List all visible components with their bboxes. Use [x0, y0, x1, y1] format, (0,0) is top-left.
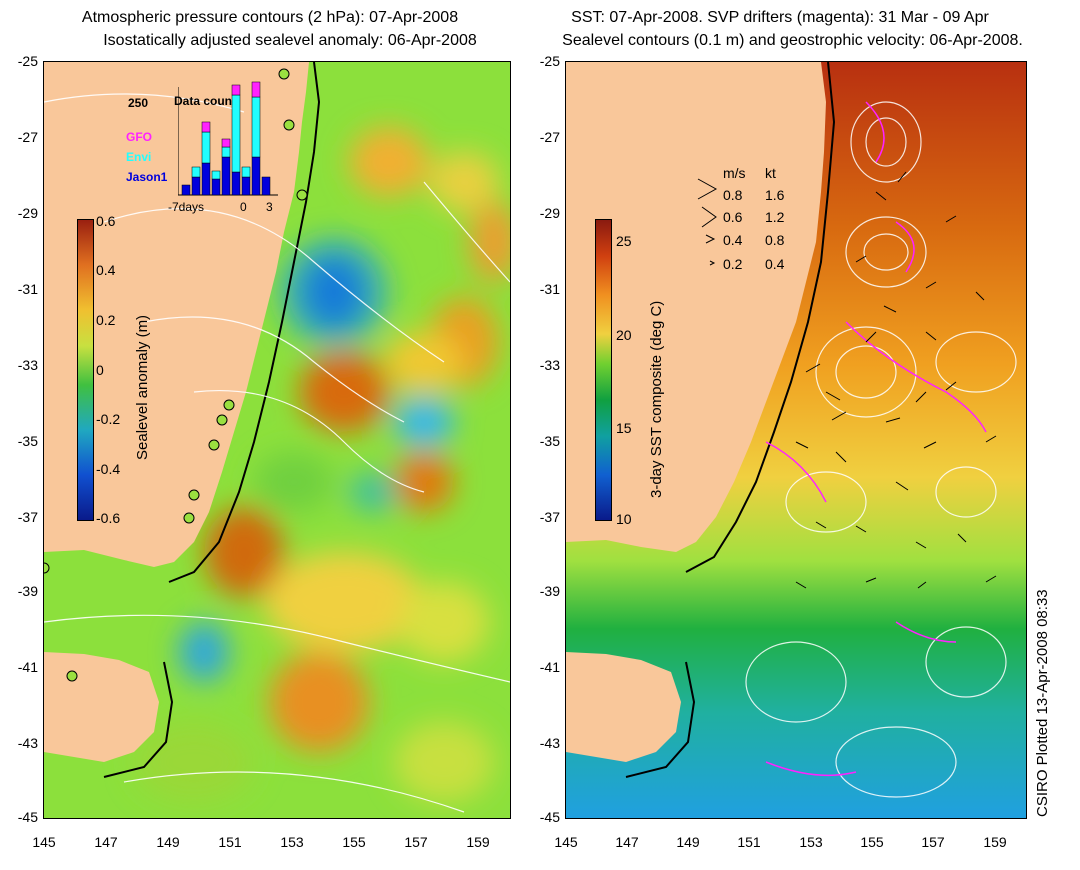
inset-legend-gfo: GFO [126, 130, 152, 144]
lat-label: -35 [17, 433, 38, 449]
lon-label: 155 [342, 834, 366, 850]
inset-ymax-label: 250 [128, 96, 149, 110]
velocity-legend-ms: 0.6 [723, 209, 743, 225]
sst-colorbar [595, 219, 612, 521]
lon-label: 155 [860, 834, 884, 850]
sst-map [566, 62, 1026, 818]
left-colorbar-title: Sealevel anomaly (m) [134, 314, 151, 460]
lat-label: -43 [17, 735, 38, 751]
velocity-legend-ms: 0.4 [723, 232, 743, 248]
right-cb-label: 20 [616, 327, 632, 343]
lat-label: -39 [17, 583, 38, 599]
lon-label: 145 [554, 834, 578, 850]
right-colorbar-title: 3-day SST composite (deg C) [648, 300, 665, 498]
velocity-legend-kt: 0.8 [765, 232, 785, 248]
right-title-line1: SST: 07-Apr-2008. SVP drifters (magenta)… [571, 9, 989, 26]
right-cb-label: 10 [616, 511, 632, 527]
lat-label: -33 [539, 357, 560, 373]
left-title-line1: Atmospheric pressure contours (2 hPa): 0… [81, 9, 459, 26]
lon-label: 157 [404, 834, 428, 850]
lon-label: 149 [156, 834, 180, 850]
lon-label: 157 [921, 834, 945, 850]
left-map-panel: 250 Data count GFO Envi Jason1 -7days 0 … [43, 61, 511, 819]
inset-legend-jason1: Jason1 [126, 170, 168, 184]
lon-label: 159 [466, 834, 490, 850]
left-cb-label: 0.4 [96, 262, 116, 278]
velocity-legend-ms: 0.2 [723, 256, 743, 272]
lat-label: -33 [17, 357, 38, 373]
right-cb-label: 25 [616, 233, 632, 249]
lon-label: 159 [983, 834, 1007, 850]
inset-legend-envi: Envi [126, 150, 152, 164]
lat-label: -25 [17, 53, 38, 69]
lon-label: 149 [676, 834, 700, 850]
sealevel-anomaly-map [44, 62, 510, 818]
velocity-legend-header-kt: kt [765, 165, 776, 181]
lat-label: -41 [539, 659, 560, 675]
lon-label: 147 [615, 834, 639, 850]
lat-label: -35 [539, 433, 560, 449]
mainland-australia [566, 62, 826, 552]
inset-title: Data count [174, 94, 237, 108]
lat-label: -45 [539, 809, 560, 825]
lat-label: -29 [539, 205, 560, 221]
velocity-legend-ms: 0.8 [723, 187, 743, 203]
left-title-line2: Isostatically adjusted sealevel anomaly:… [103, 32, 477, 49]
lat-label: -45 [17, 809, 38, 825]
lat-label: -29 [17, 205, 38, 221]
lat-label: -41 [17, 659, 38, 675]
inset-xlabel-start: -7days [168, 200, 205, 214]
left-cb-label: -0.2 [96, 411, 121, 427]
left-cb-label: -0.4 [96, 461, 121, 477]
lon-label: 151 [737, 834, 761, 850]
lat-label: -43 [539, 735, 560, 751]
lon-label: 153 [280, 834, 304, 850]
lat-label: -37 [17, 509, 38, 525]
data-count-inset: 250 Data count GFO Envi Jason1 -7days 0 … [126, 72, 324, 214]
lon-label: 145 [32, 834, 56, 850]
plot-credit: CSIRO Plotted 13-Apr-2008 08:33 [1034, 589, 1051, 817]
velocity-legend-arrows [697, 178, 718, 266]
left-cb-label: 0.6 [96, 213, 116, 229]
velocity-legend-header-ms: m/s [723, 165, 746, 181]
lon-label: 151 [218, 834, 242, 850]
lat-label: -25 [539, 53, 560, 69]
velocity-legend-kt: 1.2 [765, 209, 785, 225]
velocity-legend-kt: 1.6 [765, 187, 785, 203]
left-cb-label: 0.2 [96, 312, 116, 328]
velocity-legend-kt: 0.4 [765, 256, 785, 272]
lat-label: -31 [539, 281, 560, 297]
tasmania [566, 652, 681, 762]
right-title-line2: Sealevel contours (0.1 m) and geostrophi… [562, 32, 1023, 49]
left-cb-label: 0 [96, 362, 104, 378]
lat-label: -39 [539, 583, 560, 599]
right-cb-label: 15 [616, 420, 632, 436]
lon-label: 153 [799, 834, 823, 850]
right-map-panel [565, 61, 1027, 819]
inset-xlabel-zero: 0 [240, 200, 247, 214]
lon-label: 147 [94, 834, 118, 850]
lat-label: -37 [539, 509, 560, 525]
lat-label: -27 [539, 129, 560, 145]
inset-bars [178, 81, 278, 196]
lat-label: -31 [17, 281, 38, 297]
inset-xlabel-end: 3 [266, 200, 273, 214]
left-cb-label: -0.6 [96, 510, 121, 526]
lat-label: -27 [17, 129, 38, 145]
sealevel-colorbar [77, 219, 94, 521]
